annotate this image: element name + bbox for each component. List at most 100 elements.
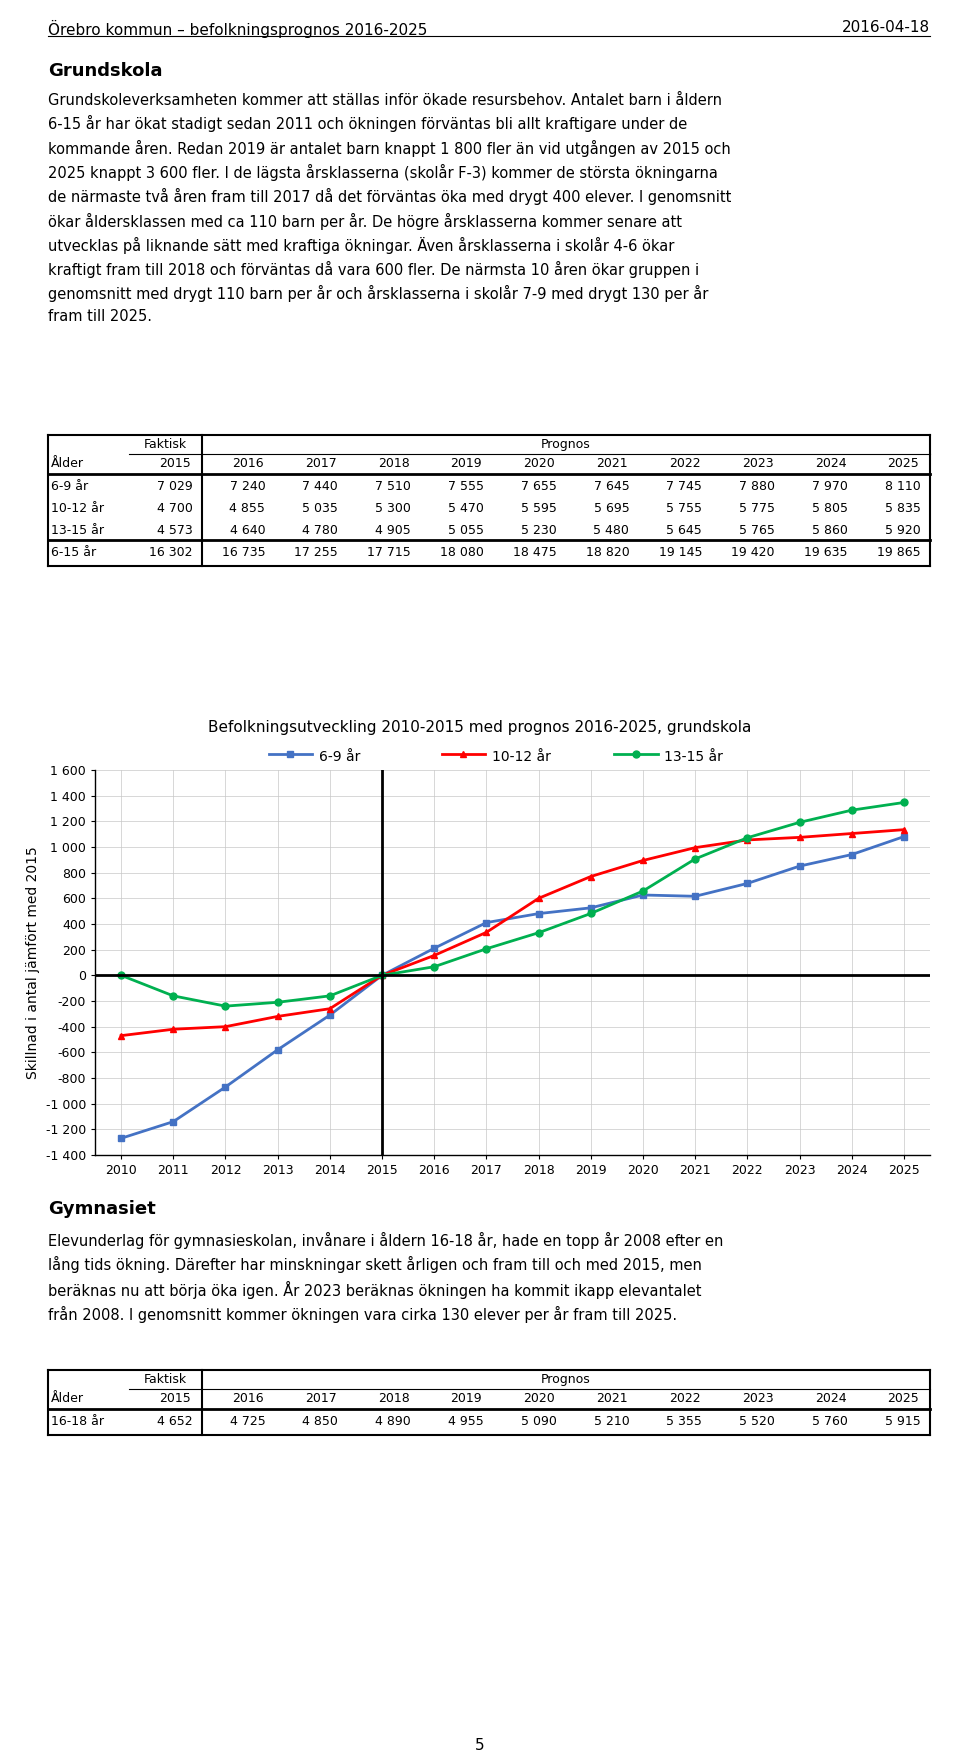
Text: Ålder: Ålder (51, 457, 84, 469)
Text: 18 080: 18 080 (440, 545, 484, 559)
Text: 2017: 2017 (305, 457, 337, 469)
Text: 5 645: 5 645 (666, 524, 702, 536)
Text: 7 880: 7 880 (739, 480, 775, 492)
Text: 4 855: 4 855 (229, 501, 265, 515)
Text: 13-15 år: 13-15 år (51, 524, 104, 536)
Text: 4 573: 4 573 (156, 524, 193, 536)
Text: Gymnasiet: Gymnasiet (48, 1200, 156, 1217)
Text: Grundskoleverksamheten kommer att ställas inför ökade resursbehov. Antalet barn : Grundskoleverksamheten kommer att ställa… (48, 93, 732, 323)
Text: 2024: 2024 (815, 457, 847, 469)
Text: 19 420: 19 420 (732, 545, 775, 559)
Text: Ålder: Ålder (51, 1392, 84, 1404)
Text: 2020: 2020 (523, 1392, 555, 1404)
Text: 5 595: 5 595 (520, 501, 557, 515)
Text: 4 780: 4 780 (302, 524, 338, 536)
Y-axis label: Skillnad i antal jämfört med 2015: Skillnad i antal jämfört med 2015 (26, 847, 40, 1080)
Text: 2021: 2021 (596, 1392, 628, 1404)
Text: 7 555: 7 555 (447, 480, 484, 492)
Text: 2016: 2016 (232, 1392, 264, 1404)
Text: Örebro kommun – befolkningsprognos 2016-2025: Örebro kommun – befolkningsprognos 2016-… (48, 19, 427, 39)
Text: 2017: 2017 (305, 1392, 337, 1404)
Text: 7 510: 7 510 (375, 480, 411, 492)
Text: 8 110: 8 110 (885, 480, 921, 492)
Text: 5: 5 (475, 1738, 485, 1753)
Text: 4 890: 4 890 (375, 1415, 411, 1427)
Text: 2021: 2021 (596, 457, 628, 469)
Text: 5 860: 5 860 (812, 524, 848, 536)
Text: 5 210: 5 210 (593, 1415, 630, 1427)
Text: Grundskola: Grundskola (48, 62, 162, 79)
Text: 7 655: 7 655 (520, 480, 557, 492)
Text: 2016-04-18: 2016-04-18 (842, 19, 930, 35)
Text: 5 695: 5 695 (593, 501, 630, 515)
Text: 5 520: 5 520 (739, 1415, 775, 1427)
Text: 5 805: 5 805 (812, 501, 848, 515)
Text: 5 055: 5 055 (447, 524, 484, 536)
Text: Faktisk: Faktisk (144, 437, 187, 452)
Text: 7 440: 7 440 (302, 480, 338, 492)
Text: 4 700: 4 700 (156, 501, 193, 515)
Text: 5 035: 5 035 (302, 501, 338, 515)
Text: Faktisk: Faktisk (144, 1372, 187, 1387)
Text: 4 640: 4 640 (229, 524, 265, 536)
Text: 4 725: 4 725 (229, 1415, 265, 1427)
Text: 6-9 år: 6-9 år (319, 750, 360, 764)
Text: 2025: 2025 (887, 1392, 919, 1404)
Text: 16 302: 16 302 (149, 545, 193, 559)
Text: 17 715: 17 715 (367, 545, 411, 559)
Text: 19 145: 19 145 (659, 545, 702, 559)
Text: 2015: 2015 (159, 457, 191, 469)
Text: 7 645: 7 645 (593, 480, 630, 492)
Text: 2019: 2019 (450, 1392, 482, 1404)
Text: Elevunderlag för gymnasieskolan, invånare i åldern 16-18 år, hade en topp år 200: Elevunderlag för gymnasieskolan, invånar… (48, 1231, 724, 1323)
Text: 4 652: 4 652 (156, 1415, 193, 1427)
Text: 18 475: 18 475 (513, 545, 557, 559)
Text: 4 850: 4 850 (302, 1415, 338, 1427)
Text: 2019: 2019 (450, 457, 482, 469)
Text: 5 480: 5 480 (593, 524, 630, 536)
Text: Prognos: Prognos (541, 437, 590, 452)
Text: 7 970: 7 970 (812, 480, 848, 492)
Text: 2015: 2015 (159, 1392, 191, 1404)
Text: 17 255: 17 255 (295, 545, 338, 559)
Text: 19 865: 19 865 (876, 545, 921, 559)
Text: Befolkningsutveckling 2010-2015 med prognos 2016-2025, grundskola: Befolkningsutveckling 2010-2015 med prog… (208, 720, 752, 736)
Text: 2022: 2022 (669, 457, 701, 469)
Text: 2022: 2022 (669, 1392, 701, 1404)
Text: 4 955: 4 955 (448, 1415, 484, 1427)
Text: 7 745: 7 745 (666, 480, 702, 492)
Text: 5 920: 5 920 (885, 524, 921, 536)
Text: 7 029: 7 029 (156, 480, 193, 492)
Text: 5 090: 5 090 (520, 1415, 557, 1427)
Text: 2018: 2018 (377, 457, 410, 469)
Text: 2023: 2023 (742, 457, 774, 469)
Text: 2024: 2024 (815, 1392, 847, 1404)
Text: 19 635: 19 635 (804, 545, 848, 559)
Text: 2023: 2023 (742, 1392, 774, 1404)
Text: 5 915: 5 915 (885, 1415, 921, 1427)
Text: 10-12 år: 10-12 år (51, 501, 104, 515)
Text: 5 755: 5 755 (666, 501, 702, 515)
Text: 7 240: 7 240 (229, 480, 265, 492)
Text: 4 905: 4 905 (375, 524, 411, 536)
Text: 2016: 2016 (232, 457, 264, 469)
Text: 13-15 år: 13-15 år (664, 750, 723, 764)
Text: 2025: 2025 (887, 457, 919, 469)
Text: 5 835: 5 835 (885, 501, 921, 515)
Text: 5 765: 5 765 (739, 524, 775, 536)
Text: 2020: 2020 (523, 457, 555, 469)
Text: 2018: 2018 (377, 1392, 410, 1404)
Text: 6-9 år: 6-9 år (51, 480, 88, 492)
Text: 5 300: 5 300 (375, 501, 411, 515)
Text: 16 735: 16 735 (222, 545, 265, 559)
Text: 5 775: 5 775 (739, 501, 775, 515)
Text: 5 470: 5 470 (447, 501, 484, 515)
Text: 5 760: 5 760 (812, 1415, 848, 1427)
Text: 16-18 år: 16-18 år (51, 1415, 104, 1427)
Text: 10-12 år: 10-12 år (492, 750, 550, 764)
Text: 5 230: 5 230 (520, 524, 557, 536)
Text: 6-15 år: 6-15 år (51, 545, 96, 559)
Text: Prognos: Prognos (541, 1372, 590, 1387)
Text: 5 355: 5 355 (666, 1415, 702, 1427)
Text: 18 820: 18 820 (586, 545, 630, 559)
